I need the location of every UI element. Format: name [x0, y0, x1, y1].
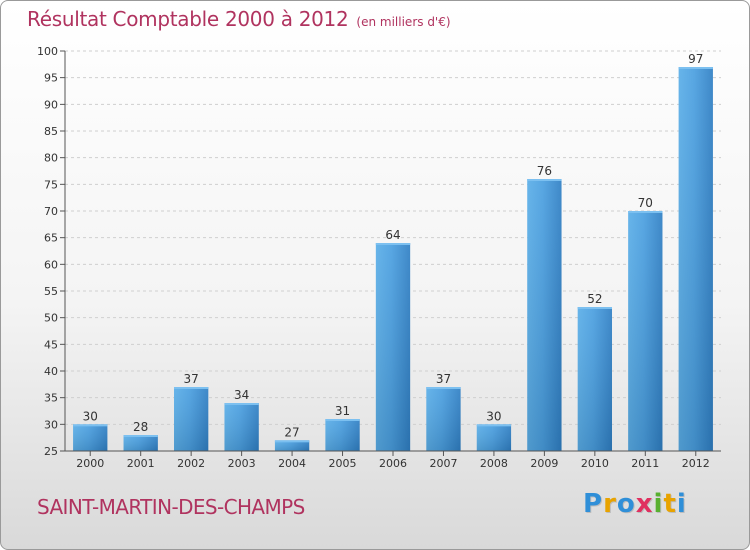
logo-letter: i — [676, 489, 687, 519]
y-axis: 25 30 35 40 45 50 55 60 65 70 75 80 85 90 95 100 — [37, 45, 66, 458]
bar-value-label: 28 — [133, 420, 148, 434]
chart-subtitle: (en milliers d'€) — [356, 15, 451, 29]
bar-value-label: 64 — [385, 228, 400, 242]
chart-title: Résultat Comptable 2000 à 2012 — [27, 7, 349, 31]
bar-shade — [375, 243, 411, 451]
y-tick-label: 30 — [44, 418, 58, 431]
city-name: SAINT-MARTIN-DES-CHAMPS — [37, 495, 305, 519]
logo-letter: o — [616, 489, 636, 519]
logo-letter: r — [603, 489, 617, 519]
bar-highlight — [123, 435, 158, 437]
x-tick-label: 2004 — [278, 457, 306, 470]
bar-value-label: 37 — [436, 372, 451, 386]
y-tick-label: 70 — [44, 205, 58, 218]
chart-title-block: Résultat Comptable 2000 à 2012 (en millie… — [27, 7, 451, 31]
y-tick-label: 50 — [44, 312, 58, 325]
bar-shade — [224, 403, 259, 451]
y-tick-label: 90 — [44, 98, 58, 111]
y-tick-label: 85 — [44, 125, 58, 138]
y-tick-label: 40 — [44, 365, 58, 378]
bar-highlight — [527, 179, 562, 181]
bar-highlight — [678, 67, 713, 69]
bar-shade — [628, 211, 663, 451]
y-tick-label: 100 — [37, 45, 58, 58]
x-tick-label: 2008 — [480, 457, 508, 470]
x-axis: 2000 2001 2002 2003 2004 2005 2006 2007 2008 2009… — [65, 450, 721, 470]
bar-highlight — [577, 307, 613, 309]
x-tick-label: 2003 — [228, 457, 256, 470]
bar-highlight — [375, 243, 411, 245]
y-tick-label: 35 — [44, 392, 58, 405]
logo-letter: P — [583, 489, 604, 519]
bar-shade — [678, 67, 713, 451]
bar-shade — [325, 419, 360, 451]
bar-shade — [274, 440, 310, 451]
x-tick-label: 2006 — [379, 457, 407, 470]
y-tick-label: 55 — [44, 285, 58, 298]
bar-highlight — [325, 419, 360, 421]
bar-value-label: 34 — [234, 388, 249, 402]
bar-shade — [527, 179, 562, 451]
x-tick-label: 2009 — [530, 457, 558, 470]
bar-value-label: 52 — [587, 292, 602, 306]
logo-letter: t — [663, 489, 677, 519]
bar-highlight — [274, 440, 310, 443]
y-tick-label: 25 — [44, 445, 58, 458]
bar-value-label: 30 — [486, 409, 501, 423]
bar-highlight — [628, 211, 663, 213]
x-tick-label: 2010 — [581, 457, 609, 470]
logo-letter: i — [653, 489, 664, 519]
bar-highlight — [426, 387, 461, 389]
bar-value-label: 70 — [638, 196, 653, 210]
bar-shade — [123, 435, 158, 451]
bar-value-label: 37 — [184, 372, 199, 386]
x-tick-label: 2005 — [329, 457, 357, 470]
y-tick-label: 45 — [44, 338, 58, 351]
bar-shade — [73, 424, 108, 451]
proxiti-logo[interactable]: Proxiti — [583, 489, 687, 519]
y-tick-label: 75 — [44, 178, 58, 191]
bar-shade — [476, 424, 512, 451]
bar-value-label: 31 — [335, 404, 350, 418]
y-tick-label: 95 — [44, 72, 58, 85]
bar-value-label: 97 — [688, 52, 703, 66]
x-tick-label: 2011 — [631, 457, 659, 470]
x-tick-label: 2007 — [429, 457, 457, 470]
bar-shade — [426, 387, 461, 451]
x-tick-label: 2000 — [76, 457, 104, 470]
bar-value-label: 27 — [284, 425, 299, 439]
bar-highlight — [73, 424, 108, 427]
bar-highlight — [224, 403, 259, 405]
x-tick-label: 2012 — [682, 457, 710, 470]
bar-shade — [577, 307, 613, 451]
x-tick-label: 2001 — [127, 457, 155, 470]
bars: 30 28 37 34 27 31 64 37 30 76 52 70 97 — [73, 52, 713, 451]
bar-highlight — [476, 424, 512, 427]
y-tick-label: 65 — [44, 232, 58, 245]
bar-value-label: 76 — [537, 164, 552, 178]
bar-value-label: 30 — [83, 409, 98, 423]
x-tick-label: 2002 — [177, 457, 205, 470]
y-tick-label: 60 — [44, 258, 58, 271]
logo-letter: x — [635, 489, 654, 519]
bar-shade — [173, 387, 209, 451]
bar-highlight — [173, 387, 209, 389]
y-tick-label: 80 — [44, 152, 58, 165]
